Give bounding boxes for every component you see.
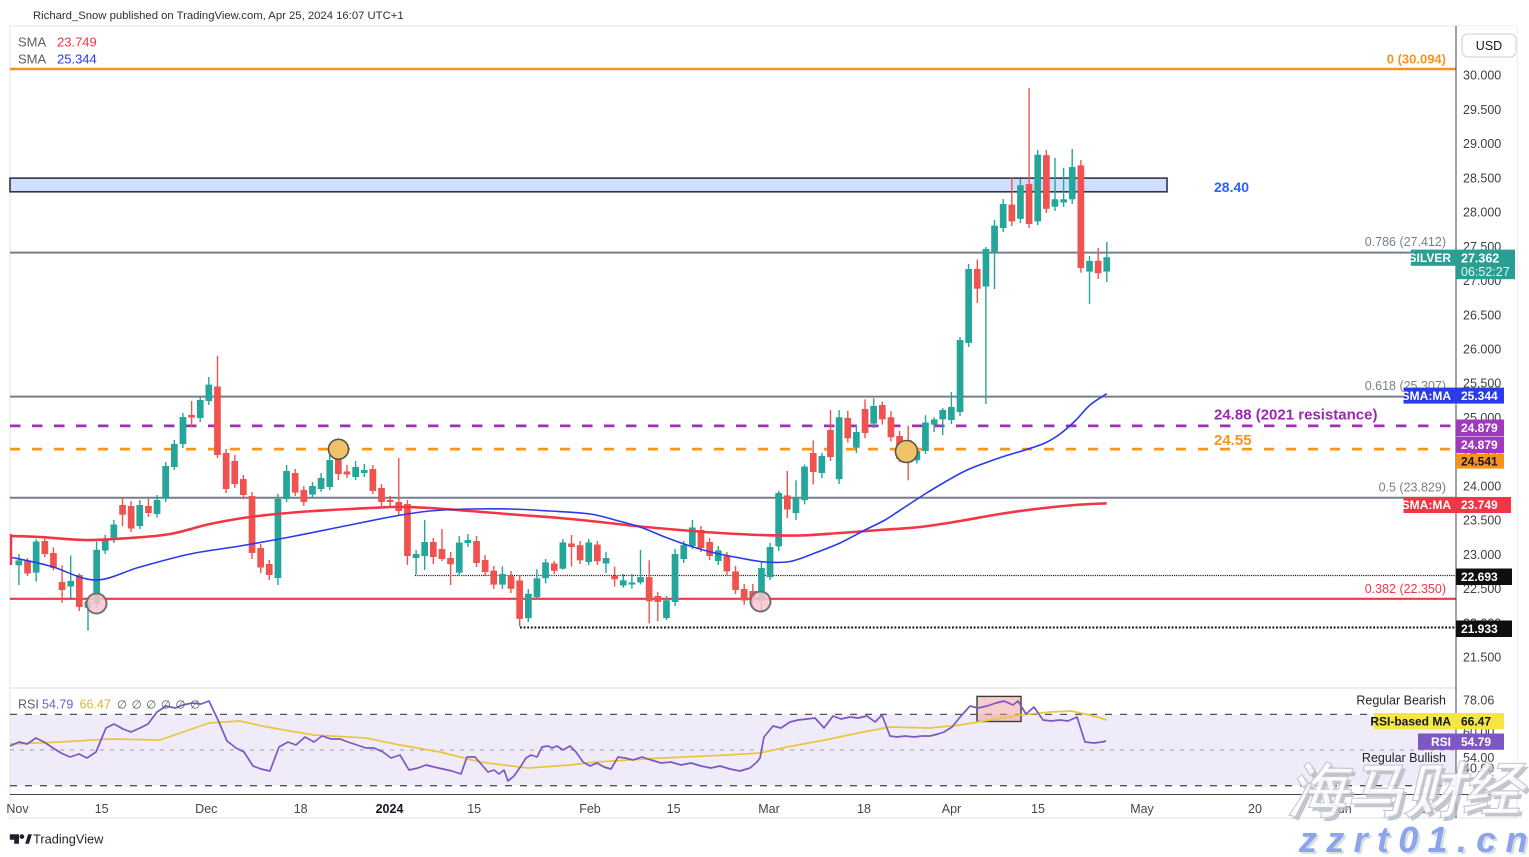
svg-text:26.500: 26.500: [1463, 308, 1501, 322]
svg-text:22.500: 22.500: [1463, 582, 1501, 596]
svg-text:0.5 (23.829): 0.5 (23.829): [1379, 481, 1446, 495]
svg-text:SMA: SMA: [18, 52, 47, 67]
svg-text:0.382 (22.350): 0.382 (22.350): [1365, 582, 1446, 596]
svg-text:28.40: 28.40: [1214, 179, 1249, 195]
svg-text:23.500: 23.500: [1463, 514, 1501, 528]
svg-text:SMA: SMA: [18, 35, 47, 50]
svg-text:20: 20: [1248, 802, 1262, 816]
svg-text:Mar: Mar: [758, 802, 780, 816]
svg-text:54.79: 54.79: [1461, 735, 1491, 749]
svg-text:21.933: 21.933: [1461, 622, 1498, 636]
svg-text:24.879: 24.879: [1461, 438, 1498, 452]
svg-text:25.500: 25.500: [1463, 377, 1501, 391]
svg-text:Richard_Snow published on Trad: Richard_Snow published on TradingView.co…: [33, 10, 404, 22]
svg-text:Nov: Nov: [6, 802, 29, 816]
svg-text:RSI: RSI: [1431, 735, 1451, 749]
svg-text:27.362: 27.362: [1461, 252, 1499, 266]
svg-text:24.541: 24.541: [1461, 454, 1498, 468]
svg-text:28.000: 28.000: [1463, 206, 1501, 220]
svg-text:24.000: 24.000: [1463, 479, 1501, 493]
svg-text:15: 15: [667, 802, 681, 816]
svg-text:23.749: 23.749: [1461, 498, 1498, 512]
svg-text:24.88 (2021 resistance): 24.88 (2021 resistance): [1214, 407, 1377, 424]
svg-text:25.344: 25.344: [1461, 389, 1498, 403]
svg-text:66.47: 66.47: [80, 698, 111, 712]
svg-text:25.344: 25.344: [57, 52, 97, 67]
svg-text:Regular Bearish: Regular Bearish: [1356, 694, 1446, 708]
svg-text:66.47: 66.47: [1461, 714, 1491, 728]
svg-text:15: 15: [95, 802, 109, 816]
svg-text:Regular Bullish: Regular Bullish: [1362, 751, 1446, 765]
svg-text:∅∅∅∅∅∅: ∅∅∅∅∅∅: [117, 700, 205, 712]
svg-text:SMA:MA: SMA:MA: [1402, 498, 1452, 512]
svg-text:zzrt01.cn: zzrt01.cn: [1298, 819, 1529, 857]
svg-text:SILVER: SILVER: [1409, 251, 1452, 265]
svg-text:15: 15: [1031, 802, 1045, 816]
svg-text:54.79: 54.79: [42, 698, 73, 712]
svg-text:USD: USD: [1476, 39, 1502, 53]
svg-text:26.000: 26.000: [1463, 343, 1501, 357]
svg-text:RSI-based MA: RSI-based MA: [1370, 714, 1451, 728]
svg-text:30.000: 30.000: [1463, 69, 1501, 83]
svg-text:29.500: 29.500: [1463, 103, 1501, 117]
svg-text:Apr: Apr: [942, 802, 961, 816]
svg-text:78.06: 78.06: [1463, 694, 1494, 708]
svg-text:18: 18: [294, 802, 308, 816]
svg-text:15: 15: [467, 802, 481, 816]
svg-text:21.500: 21.500: [1463, 651, 1501, 665]
svg-text:Feb: Feb: [579, 802, 601, 816]
svg-text:Dec: Dec: [195, 802, 217, 816]
svg-text:18: 18: [857, 802, 871, 816]
svg-text:0.786 (27.412): 0.786 (27.412): [1365, 235, 1446, 249]
svg-text:0 (30.094): 0 (30.094): [1387, 52, 1446, 67]
svg-text:28.500: 28.500: [1463, 171, 1501, 185]
svg-text:22.693: 22.693: [1461, 570, 1498, 584]
svg-text:24.879: 24.879: [1461, 421, 1498, 435]
svg-text:29.000: 29.000: [1463, 137, 1501, 151]
svg-text:2024: 2024: [376, 802, 404, 816]
svg-text:24.55: 24.55: [1214, 432, 1252, 449]
svg-text:06:52:27: 06:52:27: [1461, 265, 1510, 279]
svg-text:RSI: RSI: [18, 698, 39, 712]
svg-text:TradingView: TradingView: [33, 832, 104, 847]
svg-text:23.000: 23.000: [1463, 548, 1501, 562]
svg-text:zzrt01.cn: zzrt01.cn: [1300, 821, 1529, 857]
svg-text:23.749: 23.749: [57, 35, 97, 50]
svg-text:May: May: [1130, 802, 1154, 816]
svg-text:SMA:MA: SMA:MA: [1402, 389, 1452, 403]
